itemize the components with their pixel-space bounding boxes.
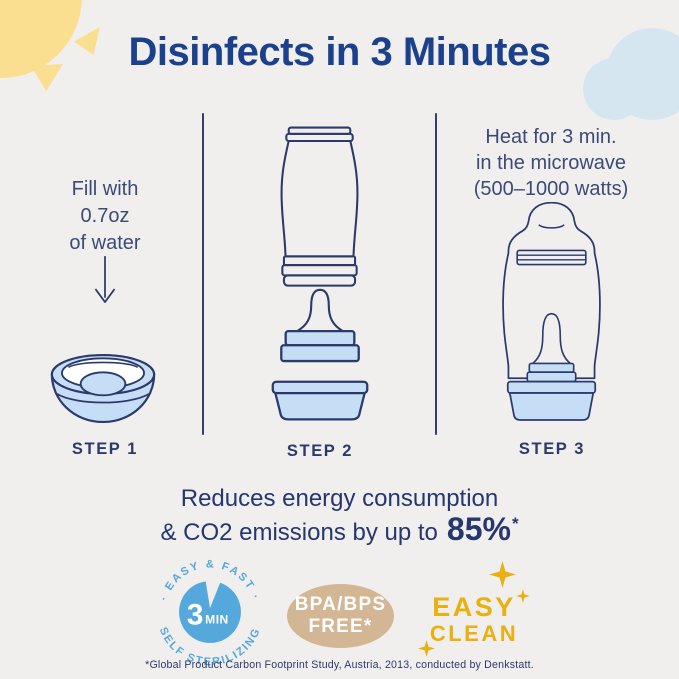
water-bowl-illustration [50, 353, 156, 424]
energy-claim: Reduces energy consumption & CO2 emissio… [0, 483, 679, 550]
sparkle-icon [489, 561, 516, 588]
self-sterilizing-badge: 3 MIN · EASY & FAST · SELF STERILIZING [157, 558, 262, 668]
easy-clean-line2: CLEAN [429, 621, 519, 646]
claim-line2-text: & CO2 emissions by up to [160, 519, 438, 546]
footnote-marker: * [511, 514, 519, 533]
instruction-line: Heat for 3 min. [485, 126, 617, 148]
instruction-line: 0.7oz [80, 205, 130, 227]
sterilizer-base-illustration [271, 380, 369, 421]
cloud-shape [606, 28, 679, 120]
down-arrow-icon [94, 256, 116, 303]
percentage-highlight: 85% [446, 511, 511, 547]
clock-3min-icon [179, 581, 241, 643]
instruction-line: Fill with [71, 178, 139, 200]
badge-number: 3 [187, 599, 204, 632]
bpa-free-badge: BPA/BPS FREE* [287, 584, 394, 648]
step-divider [435, 113, 437, 435]
step1-instruction: Fill with 0.7oz of water [20, 176, 190, 257]
badge-unit: MIN [205, 613, 229, 627]
step-label: STEP 3 [518, 440, 586, 458]
step-label: STEP 2 [286, 442, 354, 460]
assembled-bottle-illustration [502, 202, 601, 421]
claim-line1: Reduces energy consumption [180, 485, 499, 512]
claim-line2: & CO2 emissions by up to 85%* [0, 511, 679, 550]
step-label: STEP 1 [71, 440, 139, 458]
step3-instruction: Heat for 3 min. in the microwave (500–10… [441, 124, 661, 202]
instruction-line: in the microwave [475, 152, 627, 174]
bpa-line1: BPA/BPS [294, 594, 387, 615]
bottle-body-illustration [280, 126, 359, 287]
instruction-line: of water [69, 232, 141, 254]
easy-clean-badge: EASY CLEAN [426, 592, 522, 647]
bpa-line2: FREE* [308, 616, 373, 637]
clock-hand-notch [205, 578, 221, 609]
footnote: *Global Product Carbon Footprint Study, … [145, 659, 534, 671]
easy-clean-line1: EASY [432, 592, 516, 622]
nipple-ring-illustration [280, 288, 360, 363]
step-divider [202, 113, 204, 435]
instruction-line: (500–1000 watts) [473, 178, 629, 200]
page-title: Disinfects in 3 Minutes [128, 30, 551, 74]
